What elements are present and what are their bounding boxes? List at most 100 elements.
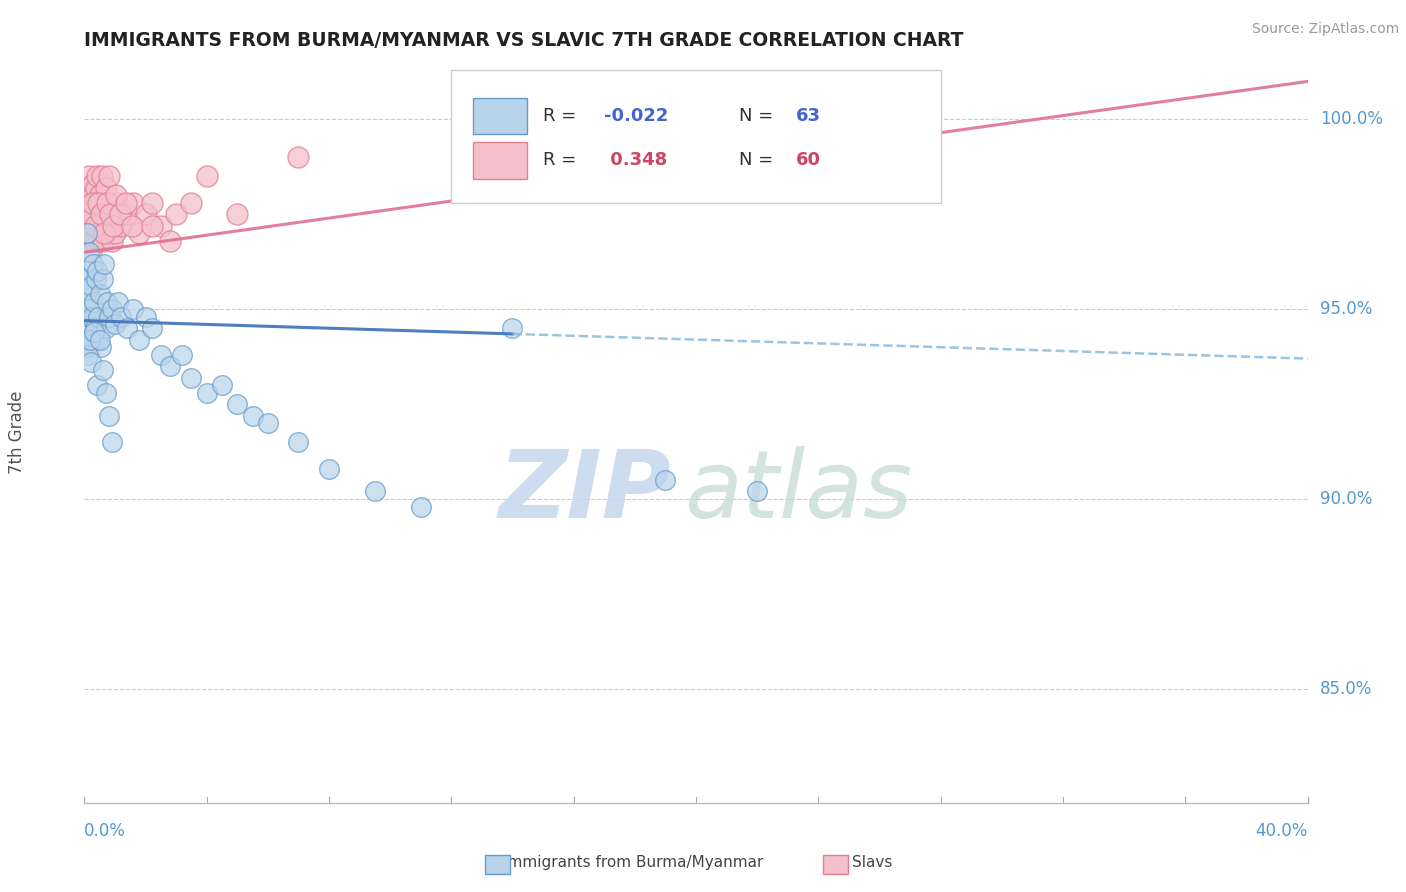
Point [135,207,157,221]
Point [93,227,115,241]
Point [141,219,163,233]
Point [115,321,138,335]
Point [91,363,114,377]
Point [86,264,108,278]
Text: ZIP: ZIP [499,446,672,538]
Point [79,333,101,347]
Text: N =: N = [738,107,779,125]
Point [79,333,101,347]
Point [149,219,172,233]
Point [195,169,218,184]
Point [77,283,100,297]
Text: 40.0%: 40.0% [1256,822,1308,839]
Point [75,340,97,354]
Point [107,195,129,210]
Point [257,416,280,430]
Point [97,169,120,184]
Point [141,195,163,210]
Point [83,294,105,309]
Point [107,294,129,309]
Point [115,207,138,221]
Point [93,207,115,221]
Text: 60: 60 [796,151,821,169]
Point [242,409,264,423]
Point [83,207,105,221]
Point [89,287,111,301]
Point [75,264,97,278]
Point [103,207,125,221]
Point [83,234,105,248]
Point [80,279,103,293]
Point [122,195,145,210]
Point [180,370,202,384]
Point [364,484,387,499]
Point [287,150,309,164]
Point [84,272,107,286]
Point [83,325,105,339]
Text: Immigrants from Burma/Myanmar: Immigrants from Burma/Myanmar [502,855,763,870]
Text: 100.0%: 100.0% [1320,111,1384,128]
Point [75,227,97,241]
Point [87,215,110,229]
Point [86,169,108,184]
Text: 63: 63 [796,107,821,125]
Text: -0.022: -0.022 [605,107,669,125]
Point [141,321,163,335]
Point [172,348,194,362]
Point [76,207,98,221]
Text: IMMIGRANTS FROM BURMA/MYANMAR VS SLAVIC 7TH GRADE CORRELATION CHART: IMMIGRANTS FROM BURMA/MYANMAR VS SLAVIC … [84,30,965,50]
Point [76,180,98,194]
FancyBboxPatch shape [474,143,527,178]
Point [94,180,117,194]
Point [90,219,112,233]
Point [87,310,110,324]
Text: 90.0%: 90.0% [1320,490,1372,508]
Point [87,195,110,210]
Point [121,219,143,233]
Point [89,188,111,202]
Point [80,355,103,369]
Point [122,302,145,317]
Point [77,245,100,260]
Text: 0.348: 0.348 [605,151,668,169]
Text: 0.0%: 0.0% [84,822,127,839]
Point [104,318,127,332]
Point [77,207,100,221]
Point [91,234,114,248]
Point [76,227,98,241]
Point [159,234,181,248]
Point [80,245,103,260]
Text: Source: ZipAtlas.com: Source: ZipAtlas.com [1251,22,1399,37]
Point [79,302,101,317]
Point [84,321,107,335]
Point [101,234,124,248]
Point [105,188,128,202]
Point [84,195,107,210]
Point [77,227,100,241]
Point [80,195,103,210]
Point [104,227,127,241]
Point [89,207,111,221]
Point [97,310,120,324]
Text: 95.0%: 95.0% [1320,301,1372,318]
Point [86,227,108,241]
Point [80,310,103,324]
Point [77,310,100,324]
Point [149,348,172,362]
Point [135,310,157,324]
Point [76,321,98,335]
Point [76,340,98,354]
Point [79,188,101,202]
Point [96,294,118,309]
Text: 7th Grade: 7th Grade [7,391,25,475]
Text: R =: R = [543,107,582,125]
Point [77,169,100,184]
Text: Slavs: Slavs [852,855,891,870]
Text: N =: N = [738,151,779,169]
FancyBboxPatch shape [474,98,527,135]
Point [80,195,103,210]
Point [96,385,118,400]
Point [318,461,340,475]
Point [110,219,132,233]
Point [409,500,432,514]
